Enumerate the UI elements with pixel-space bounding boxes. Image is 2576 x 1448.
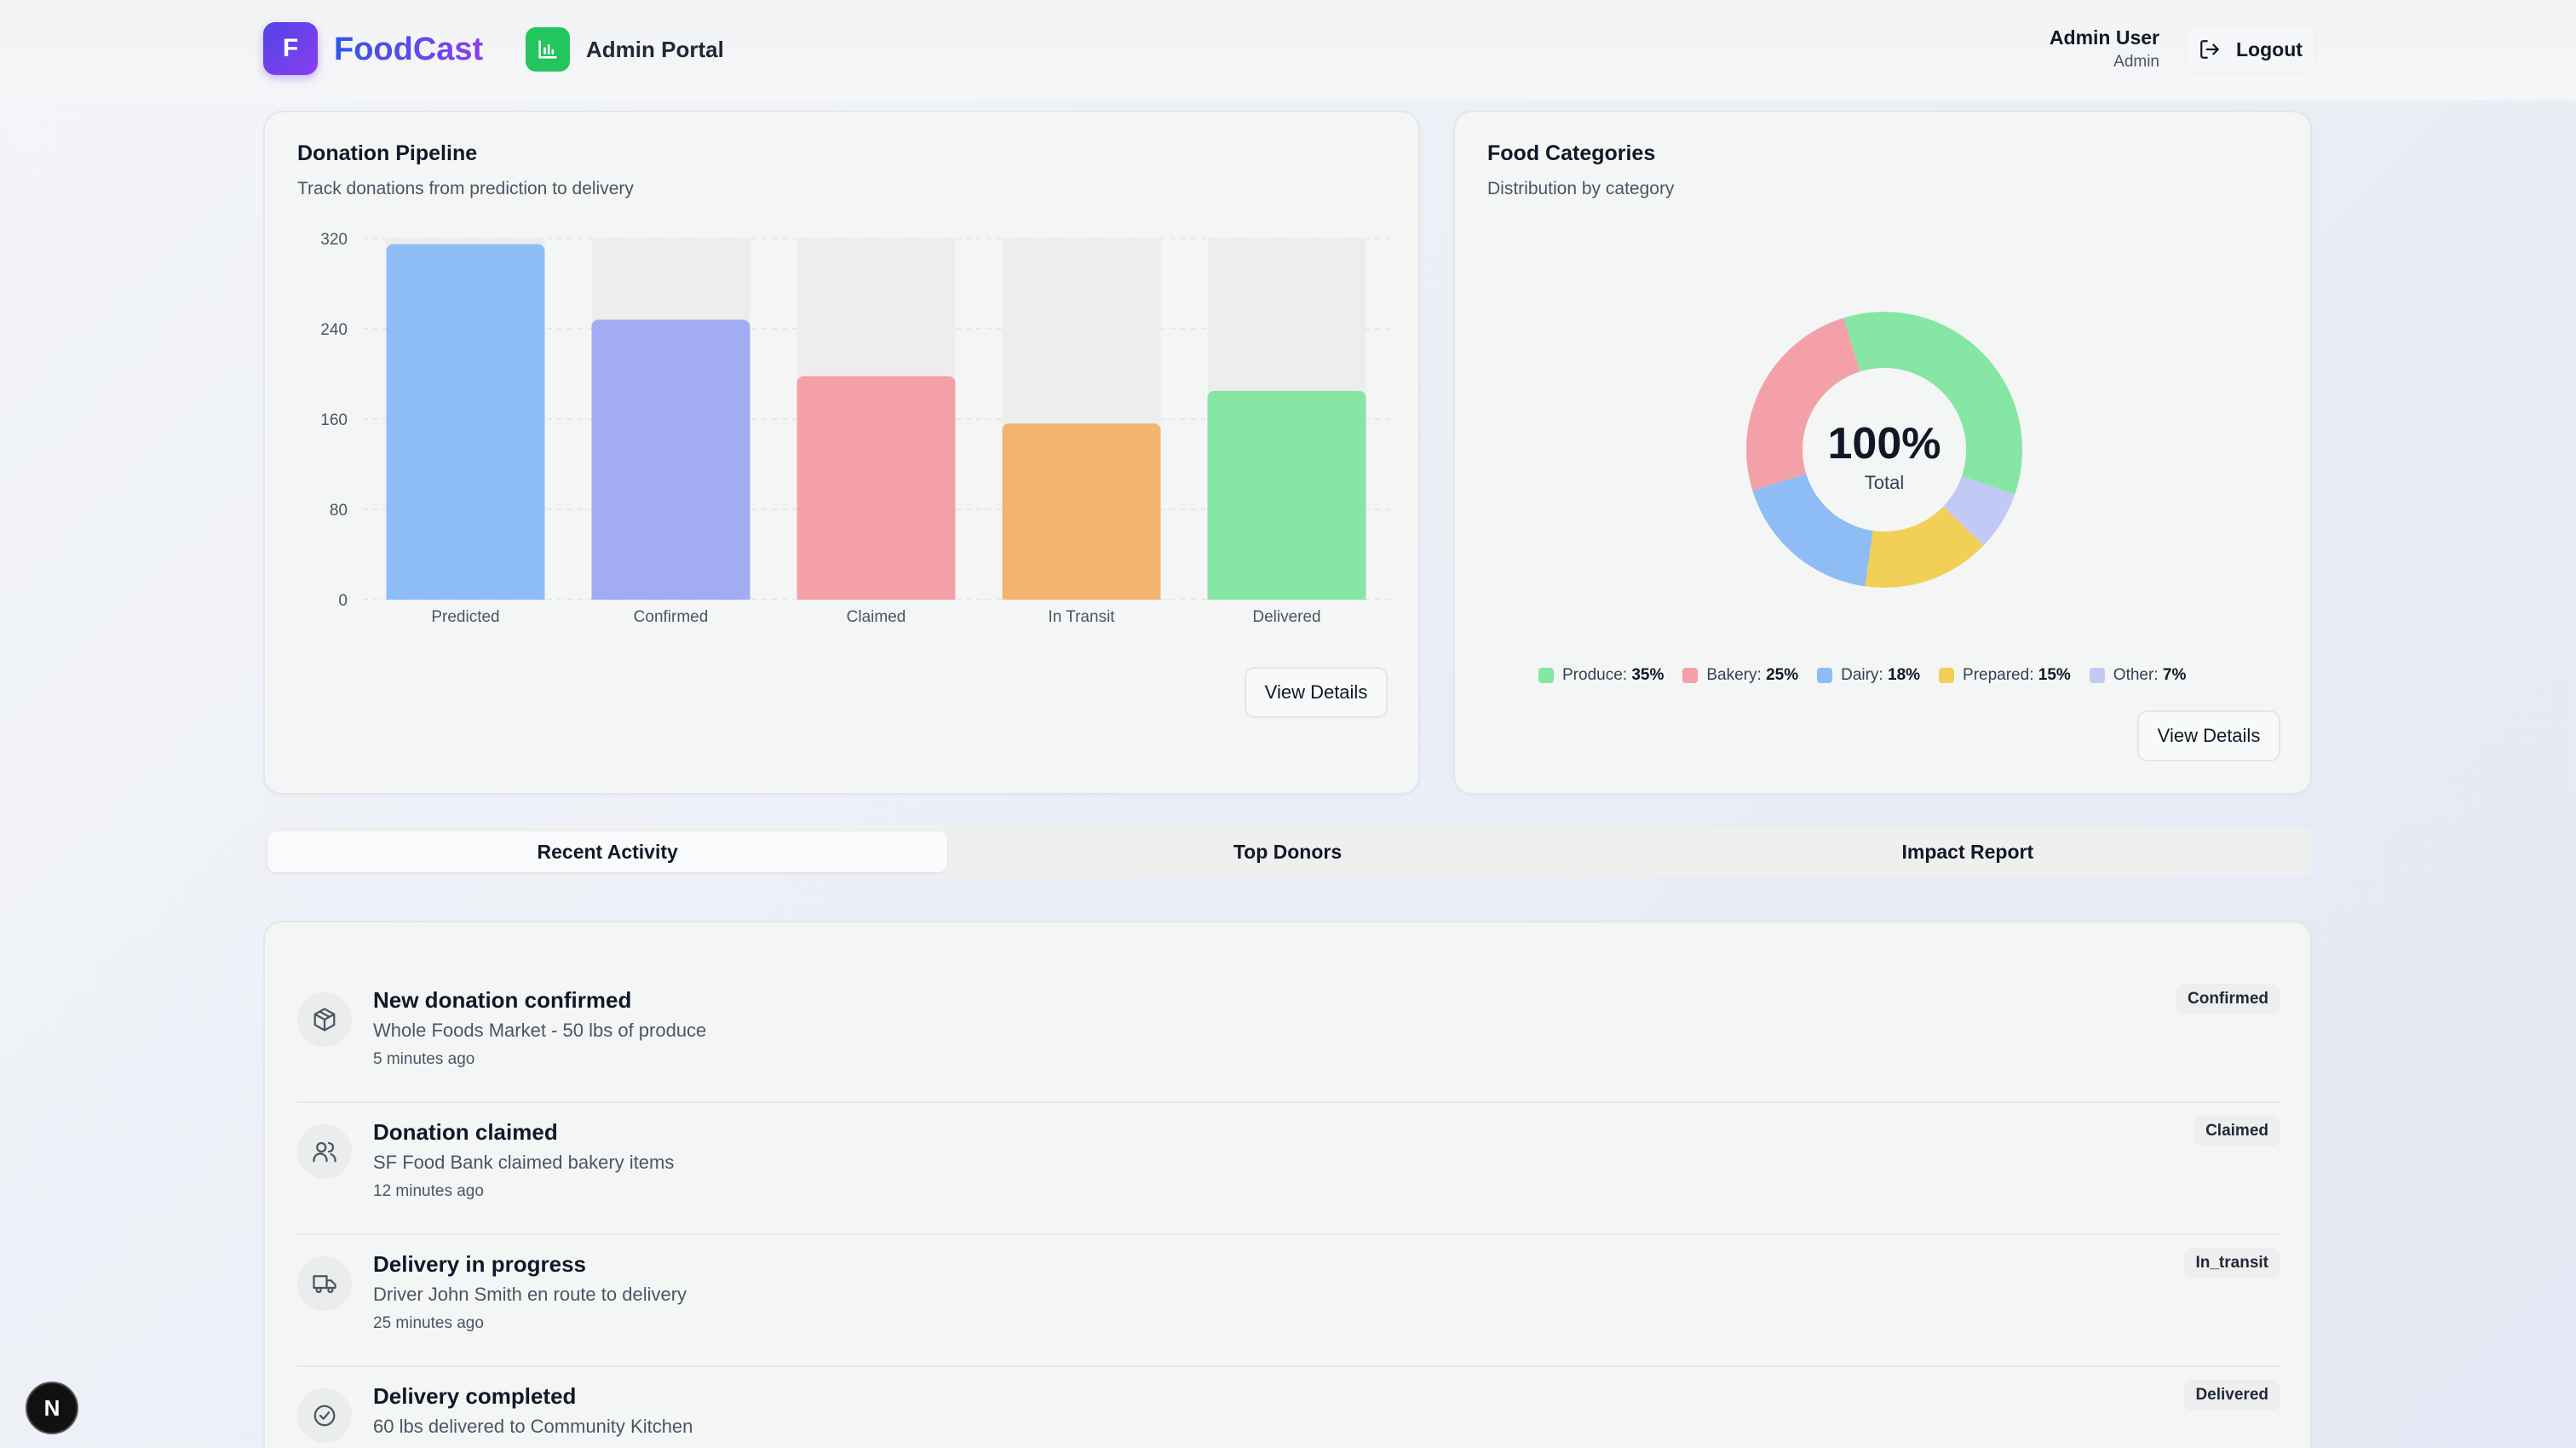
pipeline-view-details-button[interactable]: View Details — [1245, 667, 1388, 718]
legend-label: Prepared: — [1963, 666, 2034, 684]
bar-in-transit[interactable] — [1002, 423, 1161, 600]
logout-label: Logout — [2236, 37, 2303, 60]
top-navigation-bar: F FoodCast Admin Portal Admin User Admin… — [0, 0, 2576, 101]
activity-item[interactable]: New donation confirmed Whole Foods Marke… — [297, 970, 2280, 1103]
activity-title: Delivery completed — [373, 1383, 577, 1409]
tab-top-donors[interactable]: Top Donors — [1233, 840, 1343, 863]
activity-description: Whole Foods Market - 50 lbs of produce — [373, 1020, 707, 1041]
activity-description: 60 lbs delivered to Community Kitchen — [373, 1416, 693, 1437]
portal-label: Admin Portal — [586, 37, 724, 62]
donut-center-label: Total — [1865, 472, 1904, 493]
legend-swatch — [1682, 668, 1699, 683]
food-categories-card: Food Categories Distribution by category… — [1453, 111, 2312, 795]
x-tick-label: Confirmed — [634, 608, 709, 626]
pipeline-subtitle: Track donations from prediction to deliv… — [297, 179, 634, 198]
activity-time: 25 minutes ago — [373, 1314, 484, 1332]
bar-base — [591, 591, 750, 600]
user-role: Admin — [2113, 53, 2159, 71]
legend-item-other: Other: 7% — [2089, 666, 2187, 685]
y-tick-label: 0 — [338, 592, 348, 610]
categories-title: Food Categories — [1487, 141, 1656, 165]
slice-other[interactable] — [1943, 475, 2015, 546]
truck-icon — [297, 1256, 352, 1311]
donut-legend: Produce: 35% Bakery: 25% Dairy: 18% Prepare… — [1538, 666, 2186, 685]
x-tick-label: In Transit — [1048, 608, 1115, 626]
legend-label: Produce: — [1562, 666, 1628, 684]
categories-view-details-button[interactable]: View Details — [2137, 710, 2280, 761]
activity-title: Donation claimed — [373, 1119, 558, 1145]
legend-item-bakery: Bakery: 25% — [1682, 666, 1798, 685]
legend-swatch — [2089, 668, 2105, 683]
bar-base — [1207, 591, 1366, 600]
donation-pipeline-chart: 0 80 160 240 320 Predicted Confirmed Claimed In … — [320, 232, 1389, 626]
activity-description: Driver John Smith en route to delivery — [373, 1284, 687, 1305]
x-tick-label: Claimed — [847, 608, 906, 626]
x-tick-label: Predicted — [431, 608, 499, 626]
bar-confirmed[interactable] — [591, 319, 750, 600]
tab-impact-report[interactable]: Impact Report — [1901, 840, 2034, 863]
legend-item-produce: Produce: 35% — [1538, 666, 1664, 685]
y-tick-label: 80 — [330, 502, 348, 520]
activity-item[interactable]: Delivery completed 60 lbs delivered to C… — [297, 1366, 2280, 1448]
legend-label: Other: — [2113, 666, 2159, 684]
activity-title: Delivery in progress — [373, 1251, 586, 1277]
bar-chart-icon — [526, 27, 570, 72]
status-badge: Confirmed — [2176, 984, 2280, 1014]
slice-bakery[interactable] — [1746, 318, 1860, 491]
user-name: Admin User — [2049, 26, 2159, 49]
y-tick-label: 240 — [320, 321, 348, 339]
y-tick-label: 320 — [320, 232, 348, 249]
donut-center-value: 100% — [1828, 419, 1941, 468]
donation-pipeline-card: Donation Pipeline Track donations from p… — [263, 111, 1420, 795]
legend-label: Bakery: — [1706, 666, 1762, 684]
dashboard-tabs: Recent Activity Top Donors Impact Report — [263, 827, 2312, 876]
status-badge: Delivered — [2183, 1380, 2280, 1411]
pipeline-title: Donation Pipeline — [297, 141, 478, 165]
legend-swatch — [1538, 668, 1554, 683]
brand-name[interactable]: FoodCast — [334, 29, 483, 70]
check-circle-icon — [297, 1388, 352, 1443]
users-icon — [297, 1124, 352, 1179]
activity-time: 5 minutes ago — [373, 1050, 475, 1068]
legend-label: Dairy: — [1841, 666, 1883, 684]
activity-title: New donation confirmed — [373, 987, 632, 1013]
categories-subtitle: Distribution by category — [1487, 179, 1675, 198]
slice-prepared[interactable] — [1865, 506, 1984, 588]
bar-base — [796, 591, 956, 600]
activity-description: SF Food Bank claimed bakery items — [373, 1152, 675, 1173]
package-icon — [297, 992, 352, 1047]
recent-activity-card: New donation confirmed Whole Foods Marke… — [263, 921, 2312, 1448]
activity-item[interactable]: Delivery in progress Driver John Smith e… — [297, 1234, 2280, 1367]
nextjs-dev-indicator-icon[interactable]: N — [26, 1382, 78, 1434]
logo-icon[interactable]: F — [263, 22, 318, 75]
logout-button[interactable]: Logout — [2186, 26, 2315, 73]
activity-item[interactable]: Donation claimed SF Food Bank claimed ba… — [297, 1102, 2280, 1235]
slice-produce[interactable] — [1843, 312, 2022, 495]
slice-dairy[interactable] — [1752, 474, 1873, 587]
legend-value: 35% — [1631, 666, 1665, 684]
bar-predicted[interactable] — [386, 244, 545, 600]
legend-value: 15% — [2038, 666, 2071, 684]
food-categories-donut-chart: 100% Total — [1746, 312, 2022, 588]
status-badge: In_transit — [2183, 1248, 2280, 1278]
bar-base — [1002, 591, 1161, 600]
legend-swatch — [1939, 668, 1955, 683]
bar-delivered[interactable] — [1207, 390, 1366, 600]
legend-item-dairy: Dairy: 18% — [1817, 666, 1920, 685]
bar-claimed[interactable] — [796, 376, 956, 600]
x-tick-label: Delivered — [1252, 608, 1320, 626]
status-badge: Claimed — [2194, 1116, 2280, 1146]
legend-value: 25% — [1766, 666, 1799, 684]
activity-time: 12 minutes ago — [373, 1182, 484, 1200]
y-tick-label: 160 — [320, 411, 348, 429]
logout-icon — [2200, 40, 2219, 59]
legend-value: 7% — [2162, 666, 2187, 684]
legend-value: 18% — [1888, 666, 1921, 684]
legend-swatch — [1817, 668, 1833, 683]
bar-base — [386, 591, 545, 600]
legend-item-prepared: Prepared: 15% — [1939, 666, 2071, 685]
tab-recent-activity[interactable]: Recent Activity — [267, 831, 948, 872]
